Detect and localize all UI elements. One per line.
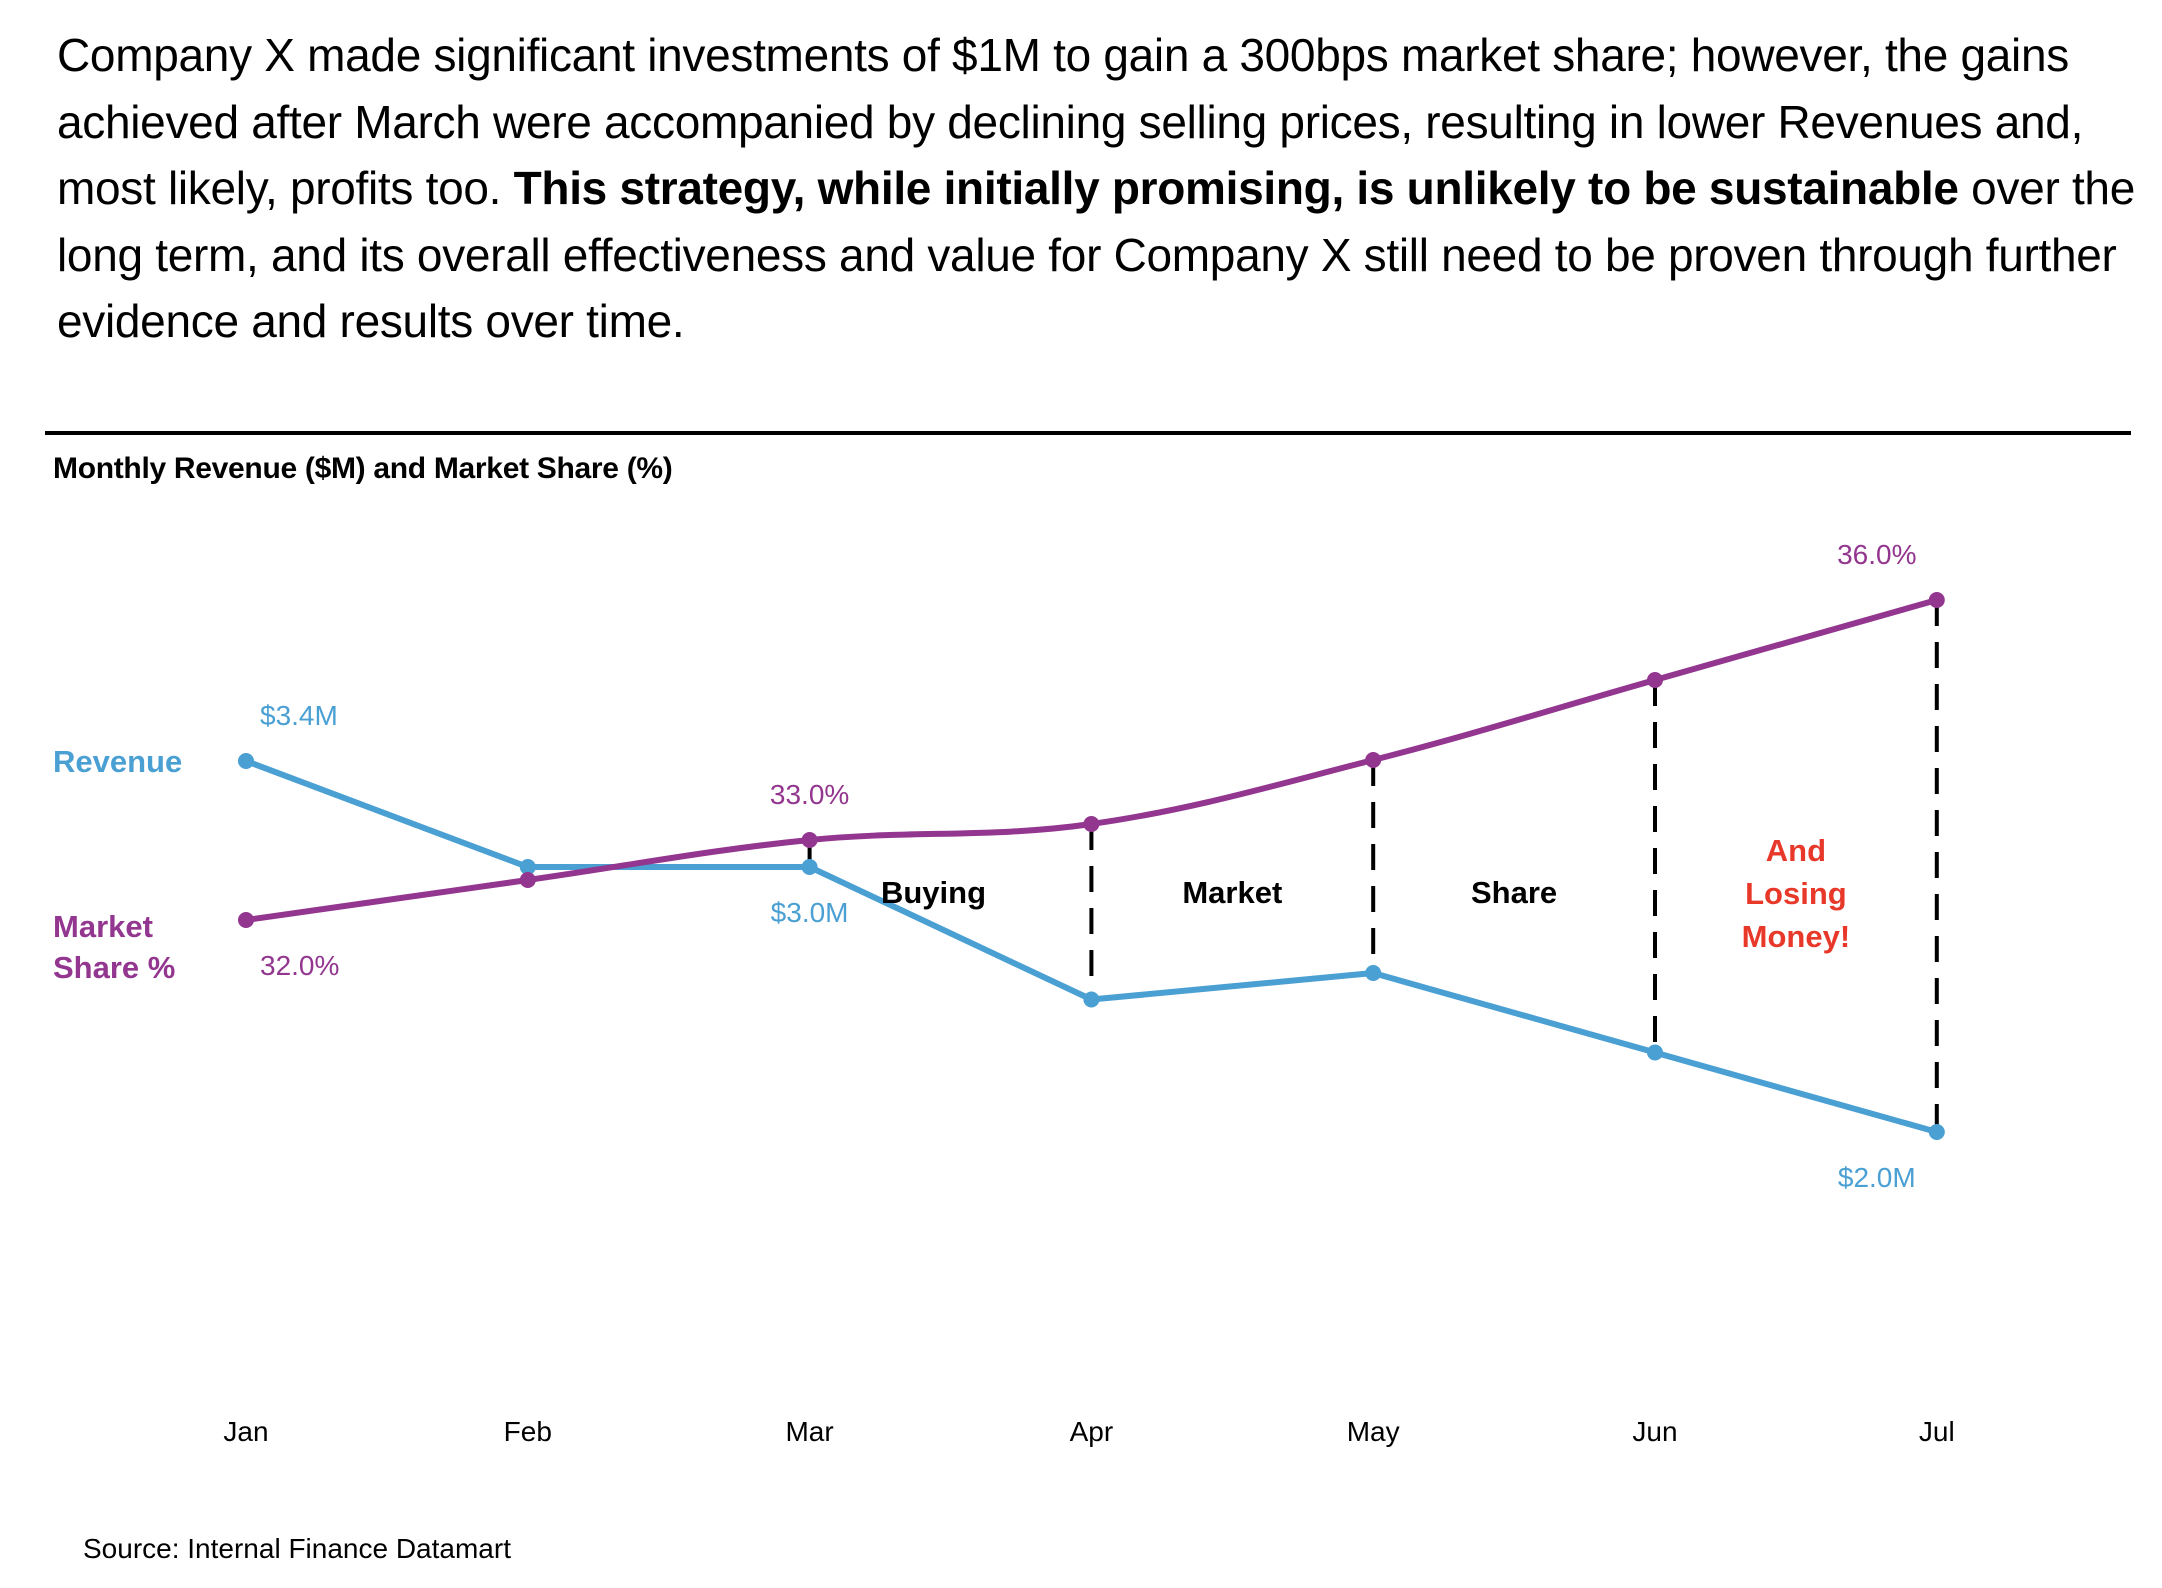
market-share-point-jan (238, 912, 254, 928)
x-tick-jul: Jul (1919, 1416, 1955, 1447)
market-share-point-jun (1647, 672, 1663, 688)
revenue-point-mar (801, 859, 818, 875)
x-tick-apr: Apr (1070, 1416, 1114, 1447)
legend-market-share-line-2: Share % (53, 950, 175, 985)
revenue-point-may (1365, 965, 1382, 981)
region-label-buying-1: Buying (881, 875, 986, 910)
region-label-and-losing-money-3: Money! (1742, 919, 1851, 954)
revenue-point-jul (1928, 1124, 1945, 1140)
region-label-share-1: Share (1471, 875, 1557, 910)
source-note: Source: Internal Finance Datamart (83, 1533, 511, 1564)
market-share-point-apr (1083, 816, 1100, 832)
series-points (238, 592, 1945, 1140)
revenue-point-apr (1083, 991, 1100, 1008)
x-tick-may: May (1347, 1416, 1400, 1447)
revenue-point-feb (519, 859, 536, 875)
region-label-and-losing-money-2: Losing (1745, 876, 1847, 911)
revenue-label-jan: $3.4M (260, 700, 338, 731)
summary-text-emphasis: This strategy, while initially promising… (513, 162, 1959, 214)
summary-text-1: Company X made significant investments o… (57, 29, 2084, 214)
data-labels: $3.4M $3.0M $2.0M 32.0% 33.0% 36.0% (260, 539, 1917, 1193)
legend-market-share-line-1: Market (53, 909, 153, 944)
x-axis: Jan Feb Mar Apr May Jun Jul (223, 1416, 1954, 1447)
chart-title: Monthly Revenue ($M) and Market Share (%… (53, 452, 673, 485)
market-share-label-jan: 32.0% (260, 950, 339, 981)
series-legend: Revenue Market Share % (53, 744, 182, 985)
revenue-label-jul: $2.0M (1838, 1162, 1916, 1193)
summary-text-2: over the long term, and its overall effe… (57, 162, 2135, 347)
x-tick-jun: Jun (1632, 1416, 1677, 1447)
summary-paragraph: Company X made significant investments o… (57, 22, 2137, 355)
x-tick-mar: Mar (785, 1416, 833, 1447)
market-share-point-jul (1928, 592, 1945, 608)
section-divider (45, 431, 2131, 435)
market-share-point-may (1365, 752, 1382, 768)
revenue-point-jun (1647, 1044, 1663, 1061)
x-tick-feb: Feb (504, 1416, 552, 1447)
x-tick-jan: Jan (223, 1416, 268, 1447)
legend-revenue: Revenue (53, 744, 182, 779)
region-label-market-1: Market (1182, 875, 1282, 910)
region-label-and-losing-money-1: And (1766, 833, 1826, 868)
revenue-label-mar: $3.0M (771, 897, 849, 928)
region-annotations: Buying Market Share And Losing Money! (881, 833, 1850, 954)
market-share-label-mar: 33.0% (770, 779, 849, 810)
market-share-point-mar (801, 832, 818, 848)
revenue-point-jan (238, 753, 254, 769)
market-share-point-feb (519, 872, 536, 888)
market-share-label-jul: 36.0% (1837, 539, 1916, 570)
